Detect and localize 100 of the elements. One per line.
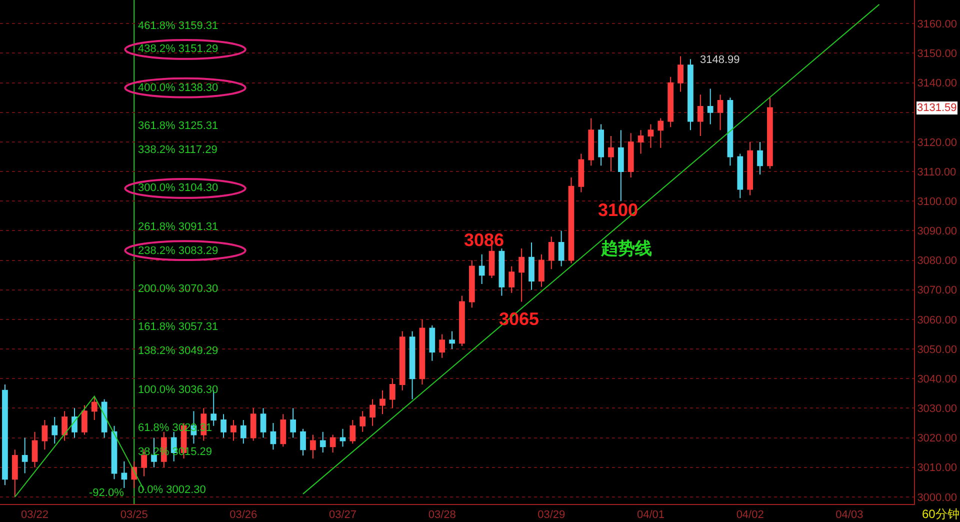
candlestick bbox=[737, 153, 744, 199]
candlestick bbox=[688, 58, 694, 131]
y-tick-label: 3030.00 bbox=[917, 403, 957, 416]
annotation: -92.0% bbox=[89, 487, 124, 499]
candlestick bbox=[389, 378, 396, 409]
candlestick bbox=[270, 422, 276, 450]
x-tick-label: 03/29 bbox=[538, 509, 566, 522]
candlestick bbox=[340, 428, 346, 448]
y-tick-label: 3050.00 bbox=[917, 344, 957, 356]
candlestick bbox=[320, 431, 326, 454]
candlestick bbox=[91, 396, 98, 420]
candlestick bbox=[280, 414, 286, 448]
candlestick bbox=[360, 410, 366, 432]
candlestick bbox=[568, 176, 574, 264]
annotation: 438.2% 3151.29 bbox=[138, 43, 218, 55]
candlestick bbox=[62, 410, 68, 442]
candlestick bbox=[230, 420, 236, 442]
candlestick bbox=[2, 384, 8, 486]
annotation: 400.0% 3138.30 bbox=[138, 82, 218, 94]
candlestick bbox=[598, 124, 604, 166]
annotation: 3086 bbox=[464, 230, 504, 250]
candlestick bbox=[290, 408, 296, 438]
candlestick bbox=[300, 428, 306, 456]
candlestick bbox=[52, 416, 58, 444]
annotation: 161.8% 3057.31 bbox=[138, 321, 218, 333]
annotation: 趋势线 bbox=[600, 239, 652, 258]
y-tick-label: 3070.00 bbox=[917, 284, 957, 297]
candlestick bbox=[717, 94, 724, 131]
candlestick bbox=[578, 153, 584, 193]
y-tick-label: 3110.00 bbox=[917, 166, 956, 178]
candlestick bbox=[439, 334, 446, 358]
text: 60分钟 bbox=[922, 507, 960, 521]
candlestick bbox=[678, 56, 684, 92]
annotation: 3148.99 bbox=[700, 54, 740, 66]
candlestick bbox=[121, 460, 128, 489]
y-tick-label: 3090.00 bbox=[917, 226, 957, 238]
candlestick bbox=[220, 414, 226, 438]
candlestick bbox=[588, 118, 594, 166]
candlestick bbox=[449, 330, 455, 350]
y-tick-label: 3120.00 bbox=[917, 136, 957, 149]
y-tick-label: 3060.00 bbox=[917, 314, 957, 326]
x-tick-label: 03/28 bbox=[428, 509, 456, 522]
candlestick bbox=[648, 124, 654, 148]
x-tick-label: 03/26 bbox=[230, 509, 258, 522]
candlestick bbox=[260, 408, 266, 438]
candlestick bbox=[250, 408, 256, 442]
candlestick bbox=[82, 404, 88, 436]
candlestick bbox=[618, 130, 624, 202]
candlestick bbox=[240, 420, 246, 444]
candlestick bbox=[22, 437, 28, 474]
annotation: 100.0% 3036.30 bbox=[138, 384, 218, 396]
x-tick-label: 04/03 bbox=[836, 509, 864, 522]
candlestick bbox=[310, 434, 316, 459]
x-tick-label: 03/22 bbox=[21, 509, 49, 522]
y-tick-label: 3010.00 bbox=[917, 462, 957, 474]
y-tick-label: 3080.00 bbox=[917, 255, 957, 268]
candlestick bbox=[399, 330, 406, 391]
x-tick-label: 04/01 bbox=[636, 509, 664, 522]
candlestick bbox=[518, 248, 525, 302]
annotation: 3100 bbox=[598, 200, 638, 220]
candlestick bbox=[628, 132, 634, 178]
y-tick-label: 3000.00 bbox=[917, 492, 957, 504]
annotation: 300.0% 3104.30 bbox=[138, 182, 218, 194]
annotation: 3131.59 bbox=[917, 102, 957, 114]
annotation: 338.2% 3117.29 bbox=[138, 144, 218, 156]
candlestick bbox=[380, 390, 386, 415]
candlestick bbox=[459, 295, 465, 347]
annotation: 261.8% 3091.31 bbox=[138, 221, 218, 233]
x-tick-label: 03/25 bbox=[120, 509, 148, 522]
y-tick-label: 3040.00 bbox=[917, 373, 957, 386]
annotation: 0.0% 3002.30 bbox=[138, 484, 206, 496]
candlestick bbox=[111, 425, 118, 480]
candlestick bbox=[548, 236, 554, 270]
y-tick-label: 3140.00 bbox=[917, 78, 957, 90]
candlestick bbox=[42, 420, 48, 450]
candlestick bbox=[757, 141, 763, 176]
candlestick bbox=[478, 254, 485, 284]
candlestick bbox=[330, 434, 336, 454]
candlestick bbox=[12, 449, 18, 498]
candlestick bbox=[697, 94, 704, 137]
candlestick bbox=[101, 398, 108, 438]
candlestick bbox=[409, 330, 416, 400]
y-tick-label: 3150.00 bbox=[917, 48, 957, 60]
x-tick-label: 04/02 bbox=[736, 509, 764, 522]
annotation: 238.2% 3083.29 bbox=[138, 245, 218, 257]
annotation: 461.8% 3159.31 bbox=[138, 20, 218, 32]
candlestick bbox=[658, 118, 664, 148]
annotation: 361.8% 3125.31 bbox=[138, 120, 218, 132]
y-tick-label: 3100.00 bbox=[917, 196, 957, 208]
candlestick bbox=[727, 97, 734, 166]
candlestick bbox=[707, 88, 714, 125]
candlestick bbox=[419, 318, 426, 386]
candlestick bbox=[468, 260, 475, 308]
candlestick bbox=[429, 324, 436, 362]
x-tick-label: 03/27 bbox=[328, 509, 357, 522]
candlestick bbox=[608, 136, 614, 172]
candlestick bbox=[558, 230, 564, 267]
candlestick bbox=[767, 97, 773, 170]
candlestick bbox=[350, 420, 356, 444]
candlestick bbox=[370, 398, 376, 426]
